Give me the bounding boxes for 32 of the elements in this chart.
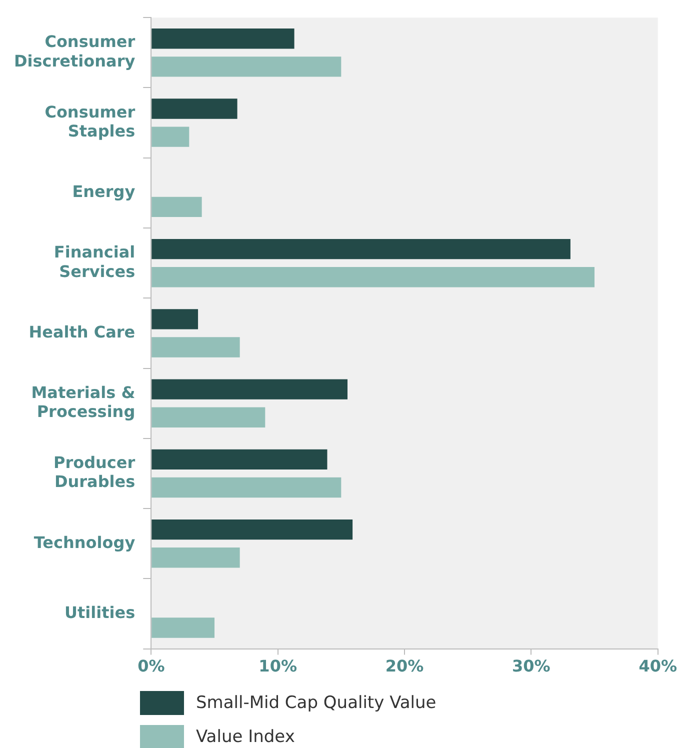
y-tick-label: Energy [72, 182, 136, 202]
bar [152, 126, 190, 147]
bar [152, 379, 348, 400]
bar [152, 449, 328, 470]
bar [152, 28, 294, 49]
bar [152, 337, 240, 358]
bar [152, 618, 214, 638]
bar [152, 98, 238, 119]
y-tick-label: Materials & Processing [31, 382, 136, 422]
y-tick-label: Consumer Staples [44, 102, 136, 141]
y-tick-label: Utilities [64, 602, 136, 622]
legend-label: Value Index [196, 727, 295, 747]
x-tick-label: 40% [638, 656, 677, 676]
legend-label: Small-Mid Cap Quality Value [196, 693, 436, 713]
x-tick-label: 30% [512, 656, 550, 676]
bar [152, 477, 342, 498]
y-tick-label: Producer Durables [53, 453, 136, 492]
bar [152, 56, 342, 77]
bar [152, 548, 240, 568]
bar [152, 238, 570, 260]
y-tick-label: Health Care [28, 322, 136, 342]
bar [152, 266, 595, 288]
y-tick-label: Technology [34, 532, 136, 552]
y-tick-label: Financial Services [54, 242, 136, 281]
y-tick-label: Consumer Discretionary [14, 32, 136, 70]
bar [152, 407, 266, 428]
bar [152, 519, 353, 540]
bar [152, 309, 198, 330]
x-tick-label: 20% [385, 656, 424, 676]
x-tick-label: 0% [138, 656, 165, 676]
x-tick-label: 10% [258, 656, 297, 676]
bar [152, 196, 202, 218]
